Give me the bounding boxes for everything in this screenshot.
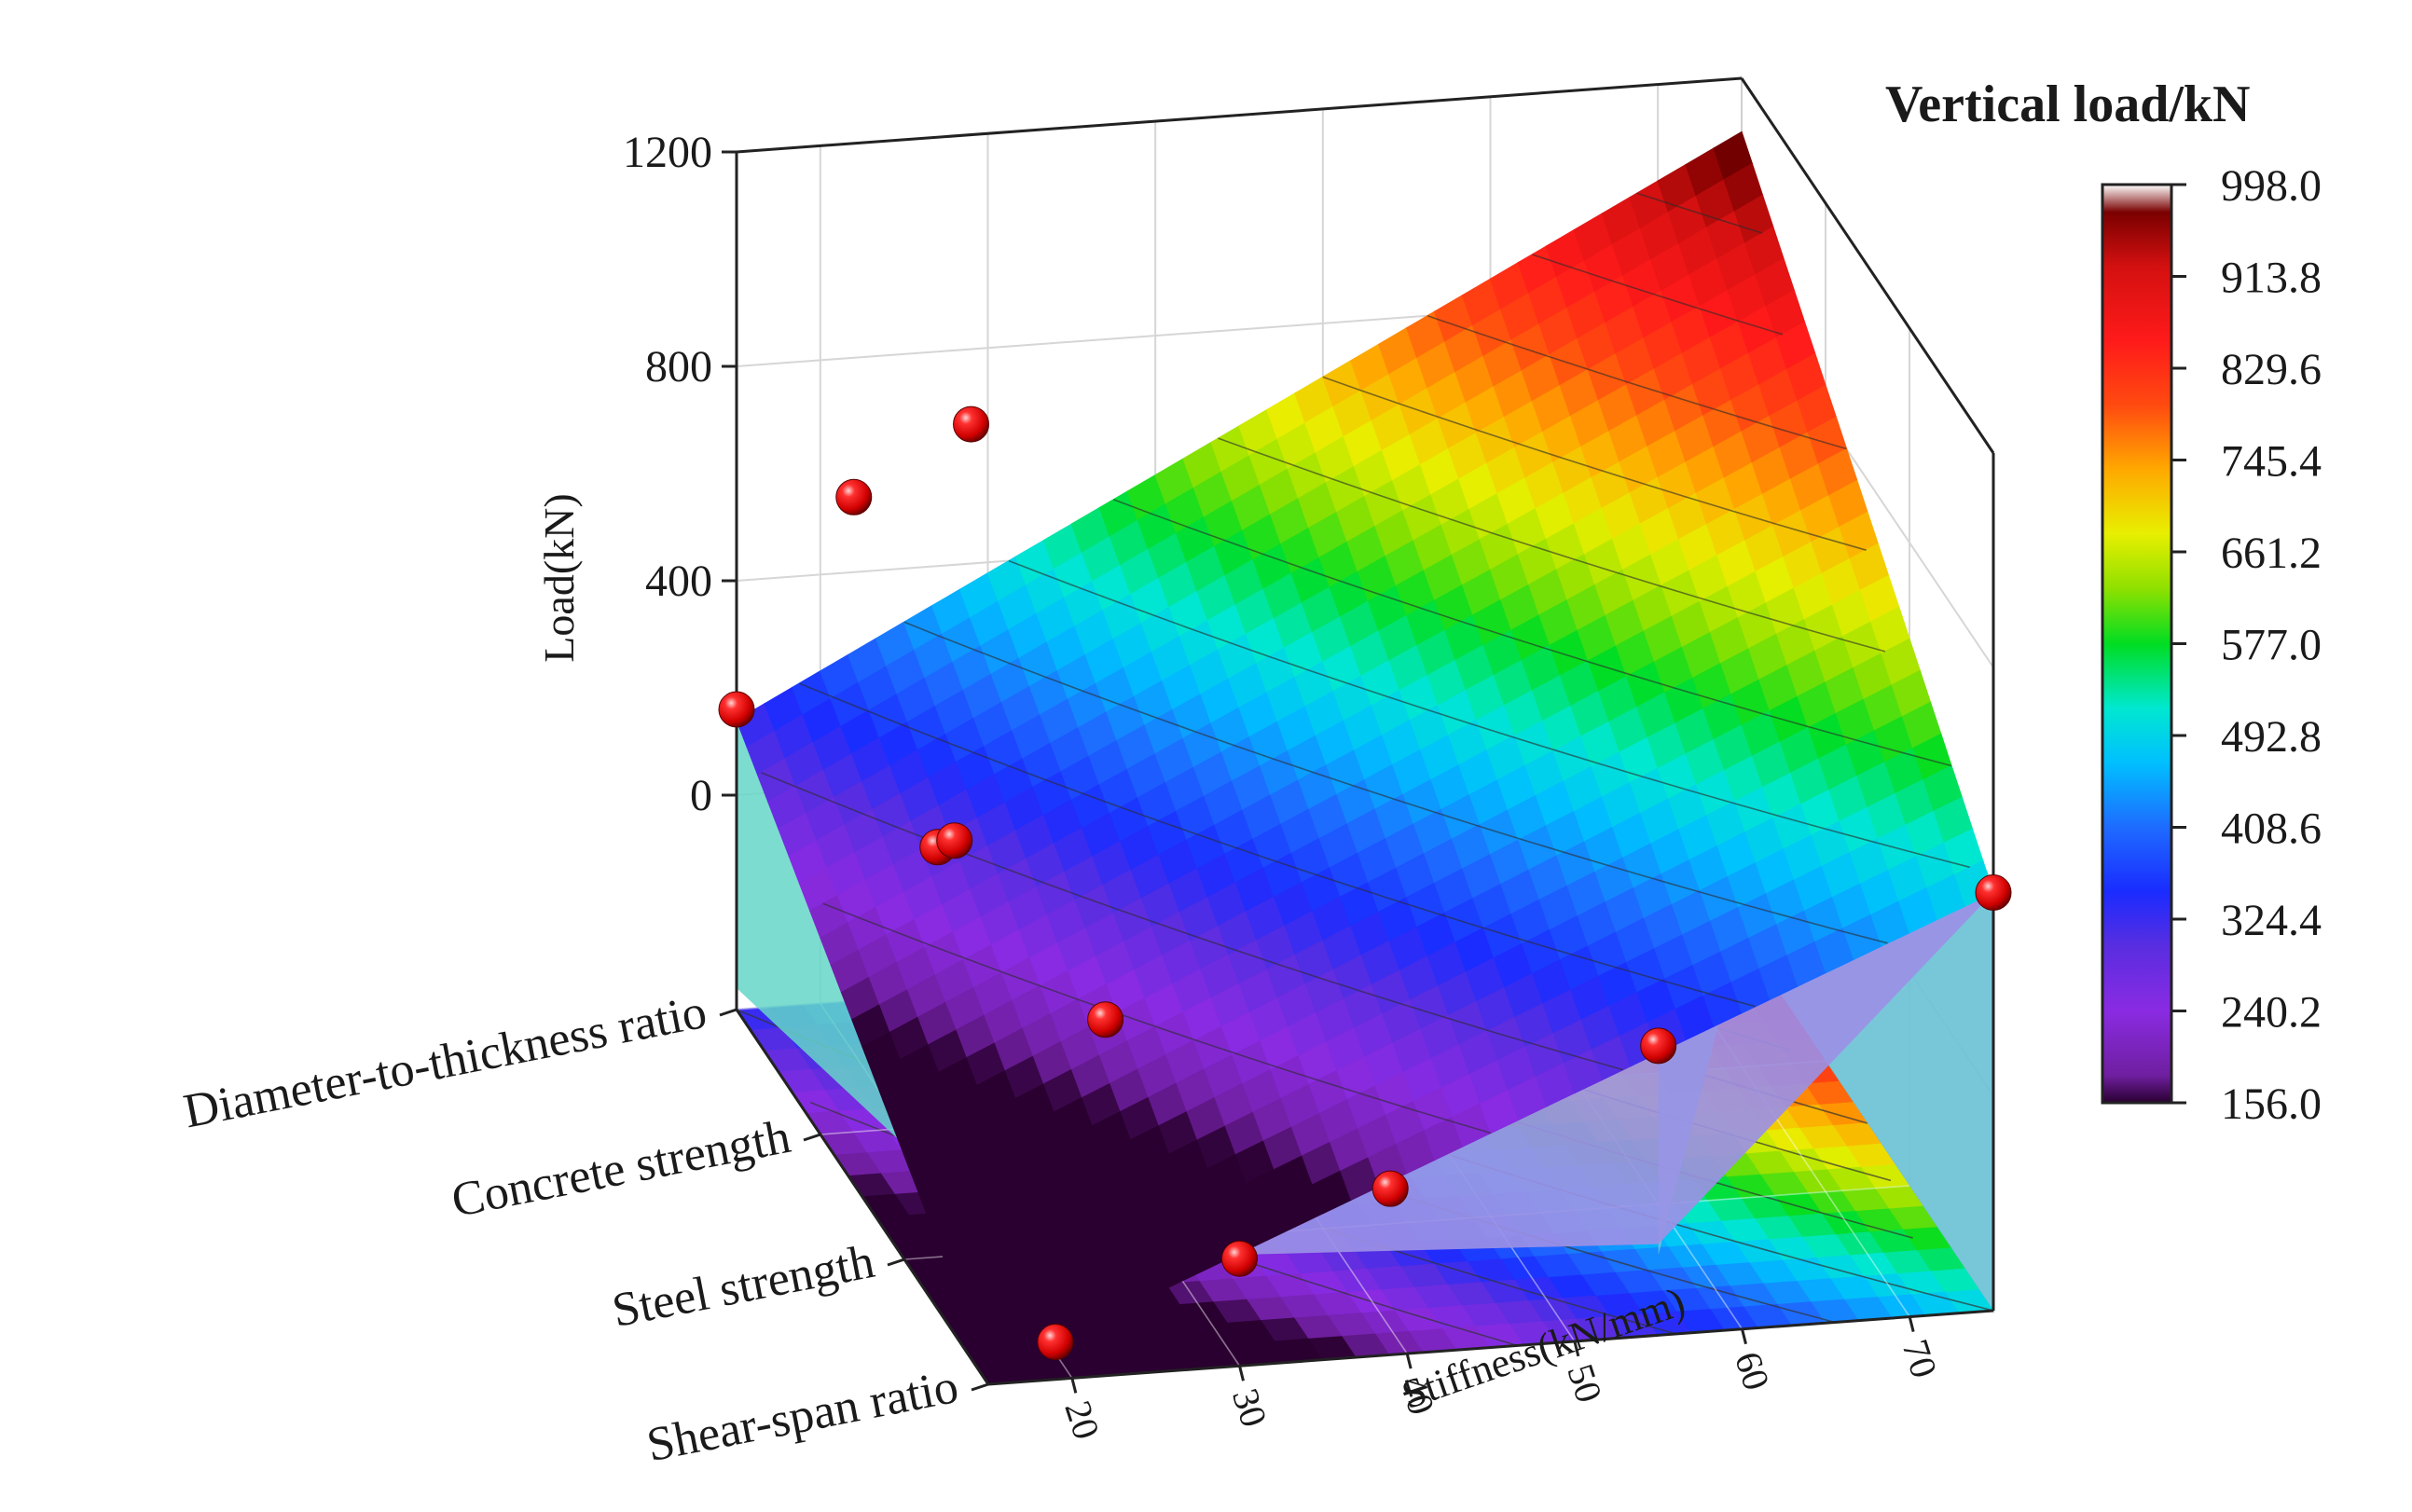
x-tick-label: 30: [1224, 1383, 1275, 1432]
data-point: [1371, 1170, 1409, 1207]
data-point: [835, 478, 873, 515]
frame-top-right: [1740, 77, 1995, 454]
colorbar-tick-label: 661.2: [2221, 529, 2322, 578]
z-tick-label: 1200: [623, 128, 712, 177]
colorbar-tick-label: 324.4: [2221, 896, 2322, 945]
data-point: [1975, 874, 2012, 911]
x-tick-label: 50: [1559, 1359, 1610, 1408]
surface-contour: [1532, 254, 1784, 336]
surface-contour: [822, 902, 1492, 1134]
colorbar-tick-label: 240.2: [2221, 988, 2322, 1038]
surface-contour: [903, 621, 1888, 944]
factor-tick: [971, 1382, 989, 1392]
x-tick: [1238, 1365, 1245, 1381]
factor-tick: [803, 1133, 821, 1142]
colorbar-ticks: 998.0 913.8 829.6 745.4 661.2 577.0 492.8 408.6…: [2171, 161, 2322, 1129]
data-point: [1087, 1001, 1124, 1038]
x-tick-label: 70: [1895, 1334, 1946, 1382]
data-point: [953, 405, 990, 443]
surface-contour: [1008, 559, 1970, 869]
factor-label: Diameter-to-thickness ratio: [180, 985, 711, 1139]
z-tick-label: 400: [645, 557, 712, 606]
factor-label: Steel strength: [608, 1235, 878, 1338]
colorbar-title: Vertical load/kN: [1885, 76, 2250, 133]
x-tick: [1573, 1340, 1580, 1357]
surface-contour: [1427, 314, 1847, 450]
x-tick-label: 20: [1056, 1395, 1108, 1444]
data-point: [1037, 1323, 1074, 1360]
x-tick: [1908, 1316, 1915, 1332]
x-tick-label: 60: [1727, 1347, 1778, 1395]
colorbar-tick-label: 156.0: [2221, 1079, 2322, 1129]
surface-contour: [1113, 499, 1952, 767]
frame-top-back: [736, 76, 1743, 154]
z-axis-label: Load(kN): [535, 493, 583, 662]
data-point: [1221, 1240, 1258, 1277]
x-tick: [1741, 1328, 1747, 1345]
factor-axis-line: [735, 1009, 990, 1385]
data-point: [936, 822, 973, 859]
surface-contour: [1636, 192, 1763, 234]
z-tick-label: 0: [690, 771, 712, 820]
colorbar-tick-label: 577.0: [2221, 621, 2322, 670]
surface-contour: [799, 682, 1756, 1008]
colorbar-tick-label: 745.4: [2221, 437, 2322, 487]
factor-label: Shear-span ratio: [642, 1360, 962, 1472]
data-points: [718, 405, 2012, 1360]
colorbar-tick-label: 913.8: [2221, 254, 2322, 303]
x-axis-line: [987, 1309, 1994, 1386]
surface-contour: [1218, 437, 1886, 653]
x-tick: [1405, 1353, 1413, 1369]
colorbar-tick-label: 829.6: [2221, 345, 2322, 394]
colorbar-tick-label: 998.0: [2221, 161, 2322, 211]
colorbar: [2101, 183, 2173, 1105]
surface-contour: [1322, 376, 1867, 551]
data-point: [718, 691, 755, 728]
surface-contour: [760, 771, 1624, 1071]
z-axis-ticks: 0 400 800 1200: [623, 128, 737, 820]
x-tick: [1070, 1378, 1078, 1394]
colorbar-tick-label: 408.6: [2221, 804, 2322, 854]
data-point: [1640, 1027, 1677, 1065]
z-tick-label: 800: [645, 342, 712, 392]
factor-tick: [719, 1008, 737, 1017]
factor-tick: [887, 1258, 905, 1267]
colorbar-tick-label: 492.8: [2221, 712, 2322, 762]
factor-label: Concrete strength: [448, 1110, 794, 1228]
